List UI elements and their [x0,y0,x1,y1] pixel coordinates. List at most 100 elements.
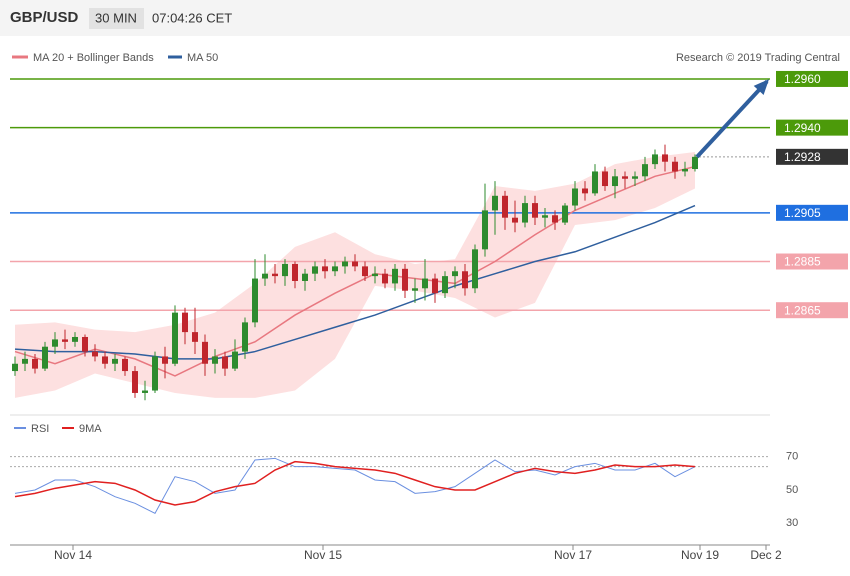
candle-body [472,249,478,289]
candle-body [132,371,138,393]
candle-body [432,278,438,294]
candle-body [282,263,288,277]
rsi-line [14,460,696,506]
candle-body [372,273,378,277]
candle-body [392,268,398,284]
candle-body [52,339,58,347]
interval: 30 MIN [95,10,137,25]
candle-body [572,188,578,206]
level-tag [776,302,848,319]
candle-body [462,271,468,289]
legend-label: MA 20 + Bollinger Bands [33,52,154,64]
candle-body [212,356,218,364]
candle-body [632,176,638,179]
candle-body [292,263,298,281]
candle-body [692,156,698,170]
candle-body [122,358,128,372]
candle-body [502,195,508,218]
ma50-line [14,204,696,360]
candle-body [422,278,428,289]
legend-label: RSI [31,423,49,435]
x-tick-label: Nov 14 [54,548,92,562]
interval-box [89,8,144,29]
candle-body [272,273,278,277]
level-tag [776,119,848,136]
candle-body [322,266,328,272]
level-label: 1.2940 [784,121,821,135]
rsi-tick-label: 30 [786,517,798,529]
candle-body [302,273,308,281]
x-tick-label: Dec 2 [750,548,782,562]
candle-body [332,266,338,272]
candle-body [412,288,418,291]
candle-body [182,312,188,333]
candle-body [232,351,238,369]
candle-body [662,154,668,162]
candle-body [512,217,518,223]
credit: Research © 2019 Trading Central [676,52,840,64]
candle-body [672,161,678,172]
candle-body [622,176,628,179]
candle-body [652,154,658,165]
level-tag [776,148,848,165]
candle-body [482,210,488,250]
rsi-tick-label: 70 [786,451,798,463]
candle-body [242,322,248,352]
level-label: 1.2928 [784,150,821,164]
candle-body [612,176,618,187]
forecast-arrow [695,80,769,159]
candle-body [552,215,558,223]
candle-body [32,358,38,369]
candle-body [362,266,368,277]
x-tick-label: Nov 15 [304,548,342,562]
candle-body [542,215,548,218]
candle-body [112,358,118,364]
level-tag [776,70,848,87]
candle-body [492,195,498,211]
candle-body [252,278,258,323]
level-label: 1.2905 [784,206,821,220]
x-tick-label: Nov 17 [554,548,592,562]
candle-body [352,261,358,267]
symbol: GBP/USD [10,9,79,26]
level-label: 1.2865 [784,303,821,317]
level-label: 1.2885 [784,255,821,269]
candle-body [642,164,648,177]
time: 07:04:26 CET [152,10,232,25]
legend-label: 9MA [79,423,102,435]
candle-body [342,261,348,267]
candle-body [682,169,688,172]
x-tick-label: Nov 19 [681,548,719,562]
candle-body [72,336,78,342]
candle-body [42,346,48,369]
candle-body [382,273,388,284]
candle-body [172,312,178,364]
candle-body [312,266,318,274]
candle-body [22,358,28,364]
candle-body [92,351,98,357]
candle-body [562,205,568,223]
arrow-head [753,79,770,95]
candle-body [522,203,528,223]
candle-body [162,356,168,364]
candle-body [592,171,598,194]
candle-body [222,356,228,369]
legend-label: MA 50 [187,52,218,64]
candle-body [102,356,108,364]
candle-body [452,271,458,277]
candle-body [532,203,538,218]
rsi-line [14,457,696,514]
candle-body [82,336,88,352]
candle-body [192,332,198,342]
candle-body [12,363,18,372]
candle-body [62,339,68,342]
candle-body [442,276,448,294]
ma20-line [14,165,696,377]
rsi-tick-label: 50 [786,484,798,496]
candle-body [402,268,408,291]
candle-body [262,273,268,279]
candle-body [142,390,148,393]
candle-body [582,188,588,194]
